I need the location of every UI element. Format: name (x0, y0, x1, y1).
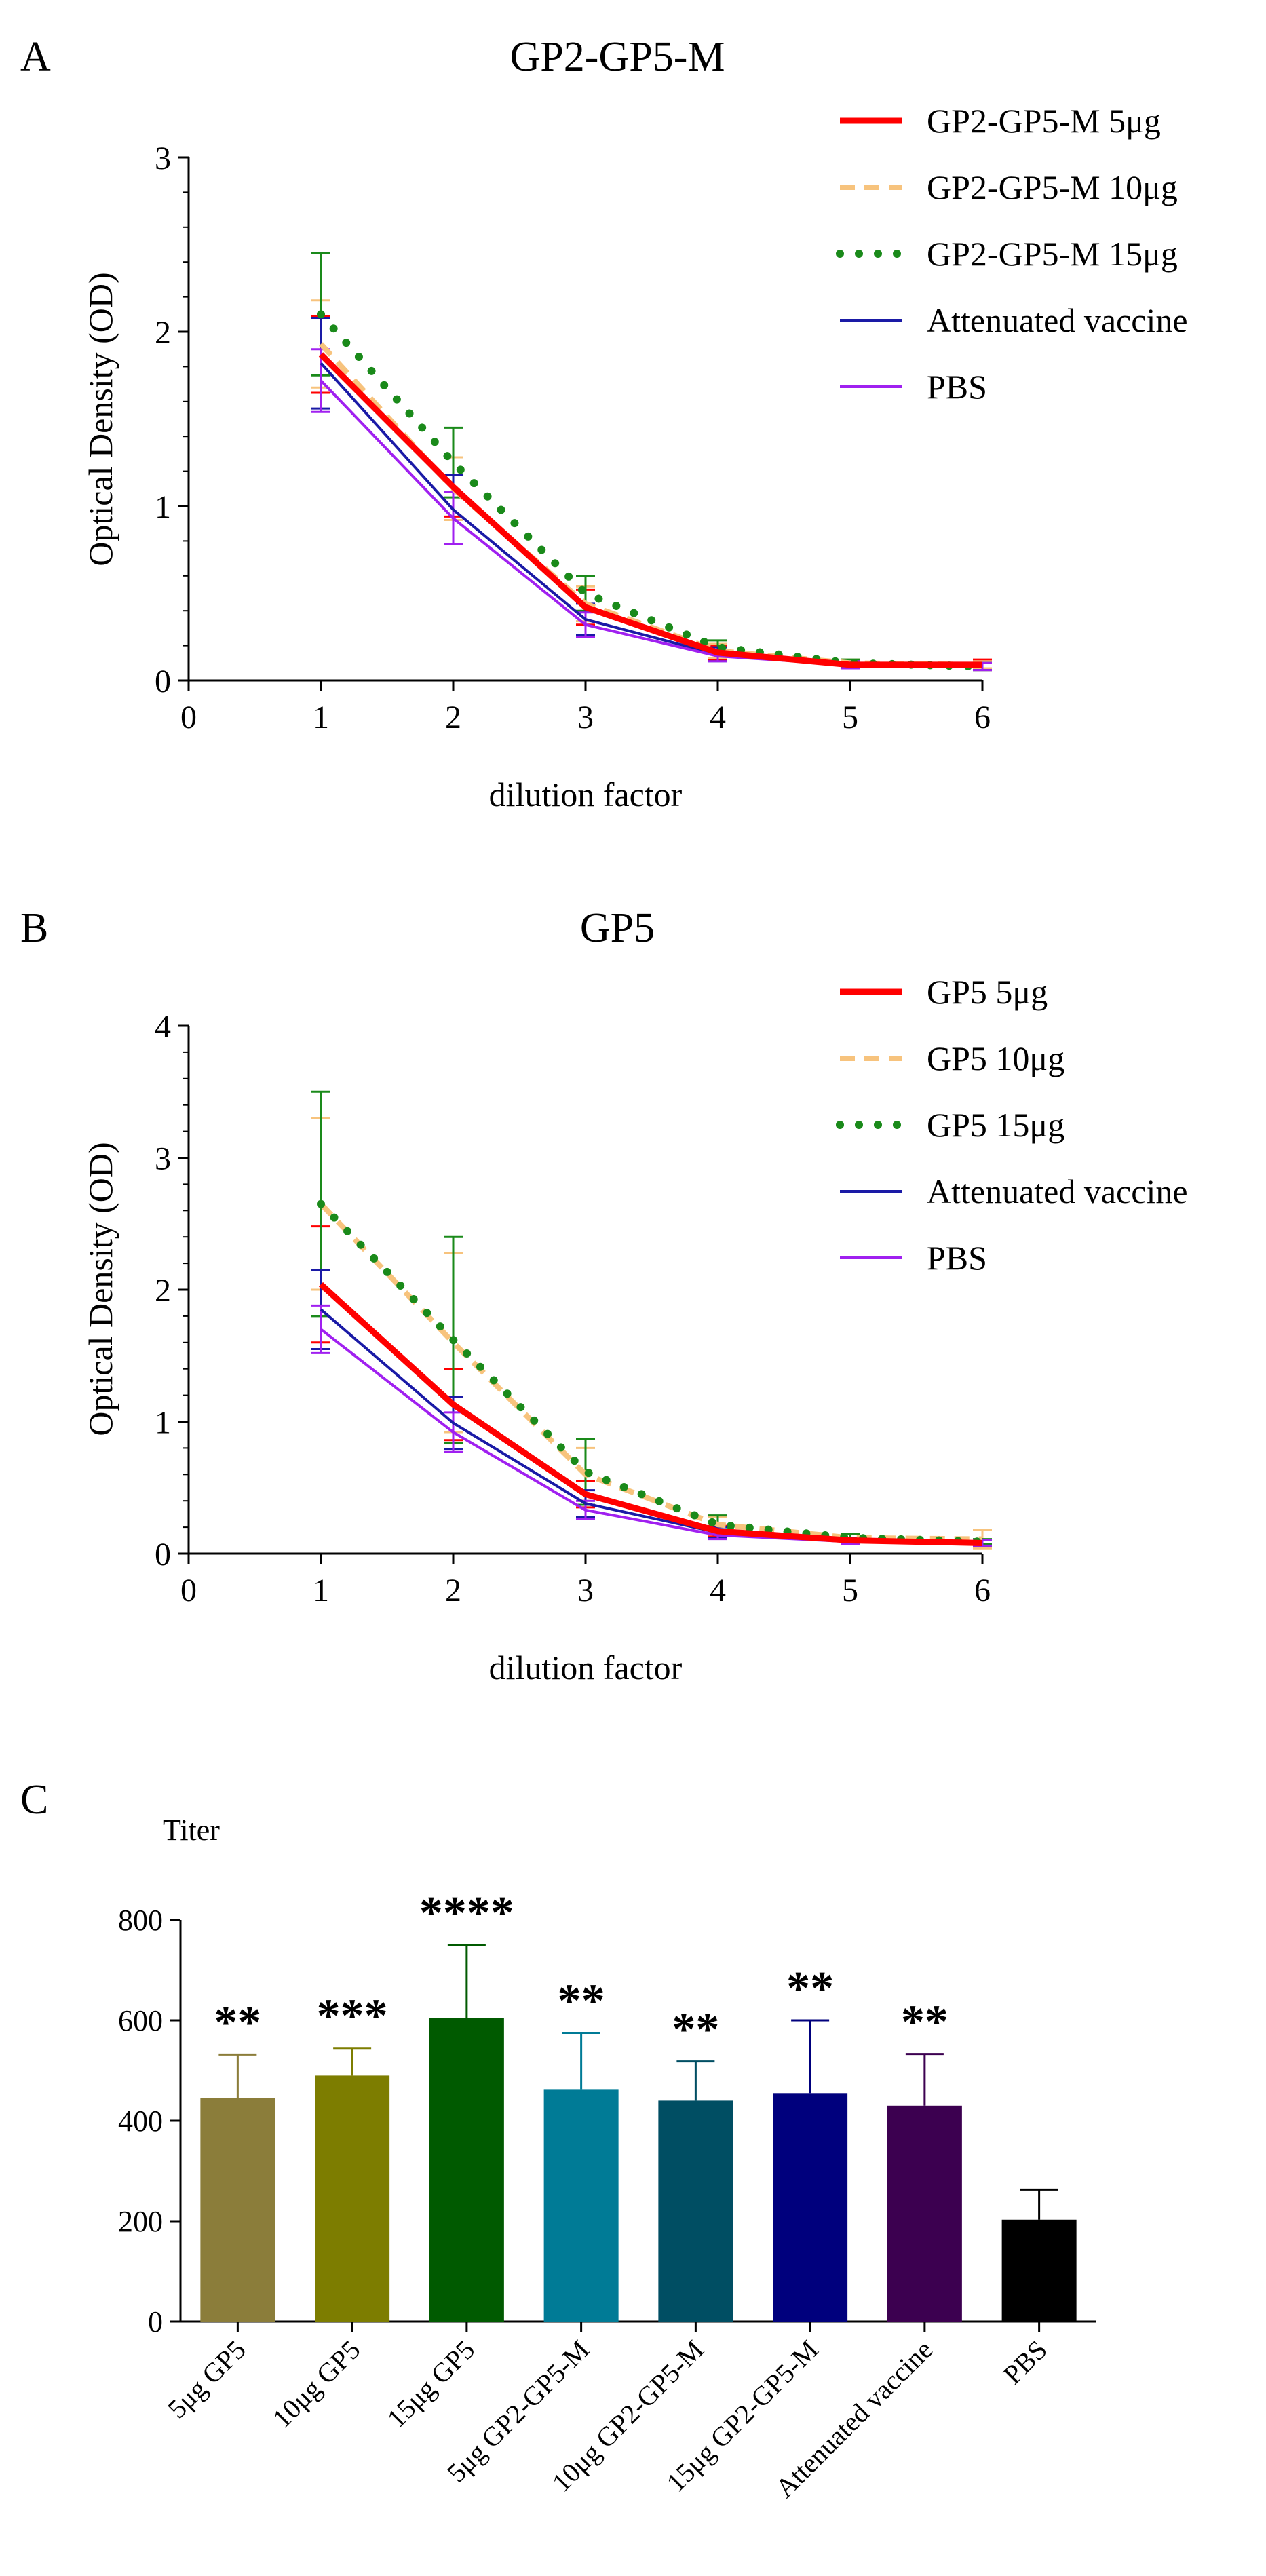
bar (773, 2093, 848, 2322)
panel-c-ylabel: Titer (163, 1813, 220, 1847)
y-tick-label: 3 (155, 1141, 171, 1177)
y-tick-label: 800 (118, 1904, 163, 1937)
legend-label: PBS (927, 368, 987, 406)
x-tick-label: 6 (974, 699, 991, 735)
legend-label: GP2-GP5-M 10μg (927, 168, 1178, 206)
bar (429, 2018, 504, 2322)
x-tick-label: 15μg GP5 (381, 2334, 480, 2434)
series-line (318, 352, 982, 668)
panel-b-series-lines (317, 1199, 986, 1546)
x-tick-label: 5 (842, 1573, 858, 1609)
panel-a-axes: 0 1 2 3 0 1 2 3 4 5 6 (155, 140, 991, 735)
significance-label: ** (901, 1997, 948, 2049)
significance-label: ** (558, 1976, 605, 2028)
legend-label: GP5 5μg (927, 973, 1048, 1011)
legend-label: Attenuated vaccine (927, 1172, 1188, 1210)
panel-b-legend: GP5 5μg GP5 10μg GP5 15μg Attenuated vaccin… (836, 973, 1188, 1277)
x-tick-label: 5μg GP5 (161, 2334, 252, 2425)
panel-label-a: A (20, 34, 51, 80)
y-tick-label: 400 (118, 2104, 163, 2138)
panel-b-title: GP5 (580, 905, 655, 951)
panel-b: B GP5 Optical Density (OD) dilution fact… (20, 905, 1188, 1687)
y-tick-label: 600 (118, 2004, 163, 2037)
panel-a-series-lines (317, 310, 986, 671)
panel-a-title: GP2-GP5-M (510, 34, 725, 80)
series-line (320, 1308, 983, 1545)
panel-b-axes: 0 1 2 3 4 0 1 2 3 4 5 6 (155, 1009, 991, 1609)
x-tick-label: 3 (577, 699, 594, 735)
bar (543, 2089, 619, 2322)
legend-label: PBS (927, 1239, 987, 1277)
bar (887, 2105, 962, 2322)
y-tick-label: 4 (155, 1009, 171, 1045)
panel-label-b: B (20, 905, 48, 951)
panel-label-c: C (20, 1777, 48, 1823)
legend-label: GP2-GP5-M 15μg (927, 235, 1178, 273)
significance-label: **** (419, 1887, 514, 1940)
panel-c: C Titer 0 200 400 600 800 5μg GP5 10μg GP5 15μg… (20, 1777, 1096, 2503)
panel-a-ylabel: Optical Density (OD) (81, 272, 119, 566)
legend-label: GP5 10μg (927, 1039, 1064, 1077)
series-line (319, 1202, 983, 1542)
significance-label: *** (317, 1991, 388, 2043)
panel-c-bars: ** *************** (200, 1887, 1077, 2322)
panel-b-xlabel: dilution factor (489, 1649, 683, 1687)
bar (200, 2098, 275, 2322)
y-tick-label: 2 (155, 315, 171, 351)
bar (315, 2075, 390, 2322)
panel-b-error-bars (311, 1090, 992, 1550)
series-line (318, 1282, 983, 1546)
x-tick-label: 1 (313, 699, 329, 735)
panel-b-ylabel: Optical Density (OD) (81, 1142, 119, 1436)
panel-a: A GP2-GP5-M Optical Density (OD) dilutio… (20, 34, 1188, 813)
y-tick-label: 1 (155, 489, 171, 525)
panel-a-error-bars (311, 252, 992, 672)
x-tick-label: 10μg GP5 (267, 2334, 366, 2434)
x-tick-label: 0 (180, 1573, 197, 1609)
y-tick-label: 0 (155, 664, 171, 699)
significance-label: ** (672, 2004, 719, 2056)
x-tick-label: 5 (842, 699, 858, 735)
bar (658, 2100, 733, 2322)
y-tick-label: 3 (155, 140, 171, 176)
significance-label: ** (214, 1997, 261, 2049)
significance-label: ** (786, 1963, 834, 2015)
x-tick-label: 2 (445, 699, 461, 735)
legend-label: Attenuated vaccine (927, 301, 1188, 339)
y-tick-label: 2 (155, 1273, 171, 1309)
x-tick-label: 3 (577, 1573, 594, 1609)
y-tick-label: 0 (155, 1537, 171, 1573)
bar (1001, 2219, 1077, 2322)
x-tick-label: 4 (710, 1573, 726, 1609)
legend-label: GP5 15μg (927, 1106, 1064, 1144)
x-tick-label: 4 (710, 699, 726, 735)
x-tick-label: 2 (445, 1573, 461, 1609)
x-tick-label: PBS (997, 2334, 1053, 2390)
y-tick-label: 1 (155, 1405, 171, 1441)
series-line (317, 310, 986, 671)
y-tick-label: 200 (118, 2205, 163, 2238)
x-tick-label: 6 (974, 1573, 991, 1609)
x-tick-label: 1 (313, 1573, 329, 1609)
panel-a-xlabel: dilution factor (489, 775, 683, 813)
x-tick-label: 0 (180, 699, 197, 735)
y-tick-label: 0 (148, 2305, 163, 2339)
legend-label: GP2-GP5-M 5μg (927, 102, 1161, 140)
panel-a-legend: GP2-GP5-M 5μg GP2-GP5-M 10μg GP2-GP5-M 15μ… (836, 102, 1188, 406)
